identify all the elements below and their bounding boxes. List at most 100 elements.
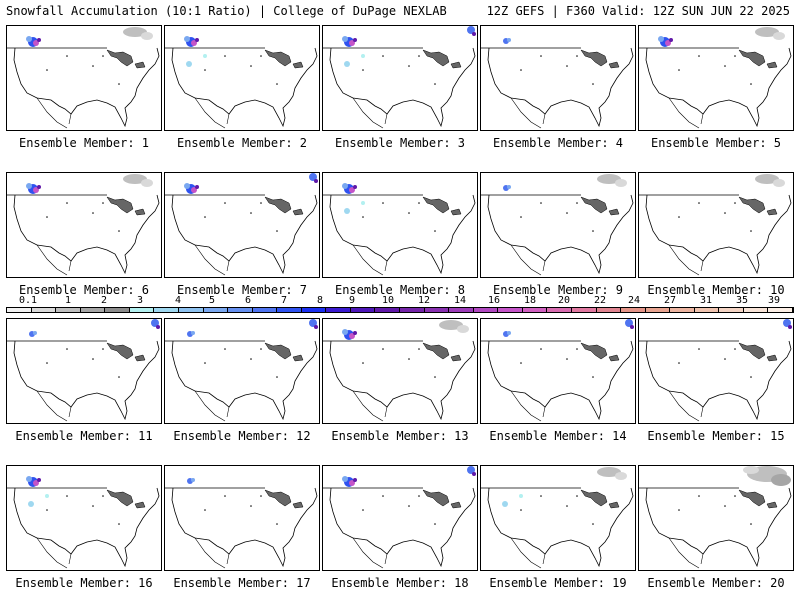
lake-dots xyxy=(204,495,278,525)
snow-patch-canada-northeast xyxy=(597,174,627,187)
colorbar-tick-label: 3 xyxy=(136,295,144,306)
snow-cluster-pacific-northwest xyxy=(658,36,673,47)
snow-patch-canada-northeast xyxy=(755,27,785,40)
snow-patch-canada-northeast xyxy=(439,320,469,333)
lake-dots xyxy=(204,348,278,378)
ensemble-map-panel xyxy=(164,172,320,278)
ensemble-map-panel xyxy=(164,25,320,131)
colorbar-swatch xyxy=(350,308,376,312)
great-lakes xyxy=(580,342,620,362)
us-coastline xyxy=(171,487,318,568)
us-coastline xyxy=(487,340,634,421)
us-map xyxy=(639,27,792,129)
colorbar-tick-label: 35 xyxy=(735,295,749,306)
great-lakes xyxy=(106,49,146,69)
snow-cluster-pacific-northwest xyxy=(503,331,511,337)
ensemble-member-label: Ensemble Member: 2 xyxy=(176,136,308,150)
colorbar-swatch xyxy=(621,308,646,312)
snow-patch-canada-northeast xyxy=(783,319,792,329)
snow-cluster-pacific-northwest xyxy=(342,329,357,340)
colorbar-swatch xyxy=(7,308,32,312)
us-coastline xyxy=(487,194,634,275)
us-map xyxy=(165,319,318,422)
mexico-coast xyxy=(668,537,704,569)
snow-patch-canada-northeast xyxy=(309,173,318,183)
ensemble-member-label: Ensemble Member: 15 xyxy=(647,429,785,443)
colorbar-swatch xyxy=(31,308,57,312)
ensemble-member-label: Ensemble Member: 16 xyxy=(15,576,153,590)
colorbar-tick-label: 9 xyxy=(348,295,356,306)
snow-patch-canada-northeast xyxy=(597,467,627,480)
great-lakes xyxy=(738,342,778,362)
snow-cluster-pacific-northwest xyxy=(342,36,357,47)
lake-dots xyxy=(46,348,120,378)
ensemble-member-label: Ensemble Member: 18 xyxy=(331,576,469,590)
mexico-coast xyxy=(352,97,388,129)
mexico-coast xyxy=(668,244,704,276)
snow-cluster-pacific-northwest xyxy=(342,476,357,487)
mexico-coast xyxy=(510,244,546,276)
lake-dots xyxy=(362,202,436,232)
ensemble-member-label: Ensemble Member: 10 xyxy=(647,283,785,297)
mexico-coast xyxy=(352,244,388,276)
ensemble-map-panel xyxy=(638,172,794,278)
lake-dots xyxy=(204,202,278,232)
colorbar-tick-label: 14 xyxy=(453,295,467,306)
lake-dots xyxy=(362,495,436,525)
ensemble-map-panel xyxy=(638,318,794,424)
great-lakes xyxy=(738,196,778,216)
map-title: Snowfall Accumulation (10:1 Ratio) | Col… xyxy=(6,4,447,18)
mexico-coast xyxy=(36,244,72,276)
ensemble-map-panel xyxy=(322,318,478,424)
us-coastline xyxy=(329,340,476,421)
lake-dots xyxy=(362,55,436,85)
us-map xyxy=(165,478,318,569)
mexico-coast xyxy=(510,390,546,422)
snow-cluster-pacific-northwest xyxy=(342,183,357,194)
colorbar-tick-label: 12 xyxy=(417,295,431,306)
lake-dots xyxy=(46,495,120,525)
us-coastline xyxy=(645,194,792,275)
lake-dots xyxy=(520,55,594,85)
ensemble-map-panel xyxy=(480,25,636,131)
us-map xyxy=(481,38,634,129)
snow-patch-western-mountains xyxy=(344,201,365,214)
ensemble-map-panel xyxy=(6,25,162,131)
colorbar-swatch xyxy=(571,308,597,312)
us-coastline xyxy=(171,47,318,128)
mexico-coast xyxy=(668,97,704,129)
great-lakes xyxy=(580,489,620,509)
great-lakes xyxy=(106,342,146,362)
ensemble-member-label: Ensemble Member: 14 xyxy=(489,429,627,443)
us-map xyxy=(323,466,476,569)
us-coastline xyxy=(171,194,318,275)
ensemble-map-panel xyxy=(6,465,162,571)
snow-patch-western-mountains xyxy=(502,494,523,507)
us-coastline xyxy=(487,487,634,568)
ensemble-member-label: Ensemble Member: 11 xyxy=(15,429,153,443)
colorbar-tick-label: 8 xyxy=(316,295,324,306)
colorbar-swatch xyxy=(449,308,474,312)
mexico-coast xyxy=(194,390,230,422)
great-lakes xyxy=(422,49,462,69)
ensemble-map-panel xyxy=(322,25,478,131)
snow-cluster-pacific-northwest xyxy=(26,36,41,47)
ensemble-member-label: Ensemble Member: 4 xyxy=(492,136,624,150)
snow-cluster-pacific-northwest xyxy=(187,331,195,337)
snow-cluster-pacific-northwest xyxy=(26,476,41,487)
ensemble-map-panel xyxy=(638,25,794,131)
snow-cluster-pacific-northwest xyxy=(26,183,41,194)
colorbar-tick-label: 18 xyxy=(523,295,537,306)
colorbar-tick-label: 5 xyxy=(208,295,216,306)
colorbar-tick-label: 22 xyxy=(593,295,607,306)
snow-cluster-pacific-northwest xyxy=(184,183,199,194)
us-map xyxy=(481,467,634,569)
colorbar-swatch xyxy=(645,308,671,312)
model-run-info: 12Z GEFS | F360 Valid: 12Z SUN JUN 22 20… xyxy=(486,4,790,18)
snow-patch-western-mountains xyxy=(344,54,365,67)
us-map xyxy=(7,27,160,129)
snowfall-colorbar: 0.1 1 2 3 4 5 6 7 8 9 10 12 14 16 18 20 22 24 27 31 35 39 xyxy=(6,296,794,313)
great-lakes xyxy=(580,49,620,69)
us-map xyxy=(639,466,792,569)
us-coastline xyxy=(13,487,160,568)
